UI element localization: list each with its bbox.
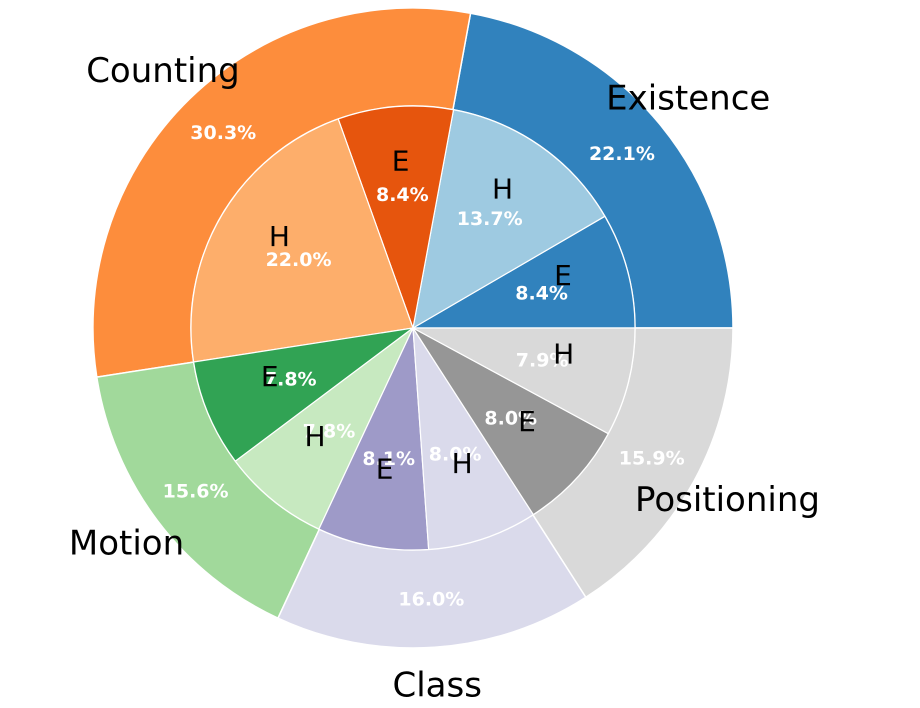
- inner-sub-label-motion-e: E: [261, 360, 279, 393]
- inner-wedge-class-e: [318, 325, 430, 551]
- inner-wedge-positioning-h: [412, 327, 636, 435]
- inner-sub-label-counting-e: E: [392, 145, 410, 178]
- inner-wedge-existence-h: [412, 109, 606, 330]
- inner-pct-label-existence-h: 13.7%: [457, 208, 523, 230]
- inner-wedge-counting-e: [337, 105, 455, 331]
- category-label-motion: Motion: [69, 523, 184, 563]
- inner-sub-label-positioning-e: E: [518, 405, 536, 438]
- inner-pct-label-motion-h: 7.8%: [303, 420, 356, 442]
- inner-wedge-motion-h: [234, 327, 414, 530]
- category-label-counting: Counting: [86, 51, 240, 91]
- inner-sub-label-motion-h: H: [304, 420, 325, 453]
- inner-sub-label-positioning-h: H: [553, 338, 574, 371]
- inner-sub-label-existence-h: H: [492, 172, 513, 205]
- chart-labels: 22.1% Existence 30.3% Counting 15.6% Motion 16…: [69, 51, 820, 705]
- outer-pct-label-existence: 22.1%: [589, 143, 655, 165]
- inner-pct-label-positioning-e: 8.0%: [484, 407, 537, 429]
- outer-pct-label-class: 16.0%: [398, 588, 464, 610]
- inner-pct-label-counting-h: 22.0%: [266, 249, 332, 271]
- inner-sub-label-class-e: E: [376, 452, 394, 485]
- inner-sub-label-class-h: H: [452, 447, 473, 480]
- inner-wedge-class-h: [412, 327, 535, 551]
- inner-sub-label-counting-h: H: [269, 220, 290, 253]
- category-label-class: Class: [392, 666, 481, 706]
- outer-pct-label-positioning: 15.9%: [619, 447, 685, 469]
- inner-pct-label-counting-e: 8.4%: [376, 184, 429, 206]
- inner-pct-label-class-e: 8.1%: [362, 448, 415, 470]
- inner-pct-label-existence-e: 8.4%: [515, 282, 568, 304]
- category-label-existence: Existence: [606, 78, 770, 118]
- outer-pct-label-counting: 30.3%: [190, 122, 256, 144]
- inner-wedge-positioning-e: [412, 327, 610, 516]
- outer-pct-label-motion: 15.6%: [163, 480, 229, 502]
- inner-pct-label-class-h: 8.0%: [429, 443, 482, 465]
- inner-pct-label-motion-e: 7.8%: [264, 369, 317, 391]
- inner-ring: [190, 105, 636, 551]
- inner-sub-label-existence-e: E: [554, 259, 572, 292]
- inner-pct-label-positioning-h: 7.9%: [516, 350, 569, 372]
- inner-wedge-counting-h: [190, 118, 414, 363]
- category-label-positioning: Positioning: [635, 480, 820, 520]
- inner-wedge-motion-e: [192, 327, 414, 463]
- inner-wedge-existence-e: [410, 215, 636, 329]
- outer-ring: [92, 7, 734, 649]
